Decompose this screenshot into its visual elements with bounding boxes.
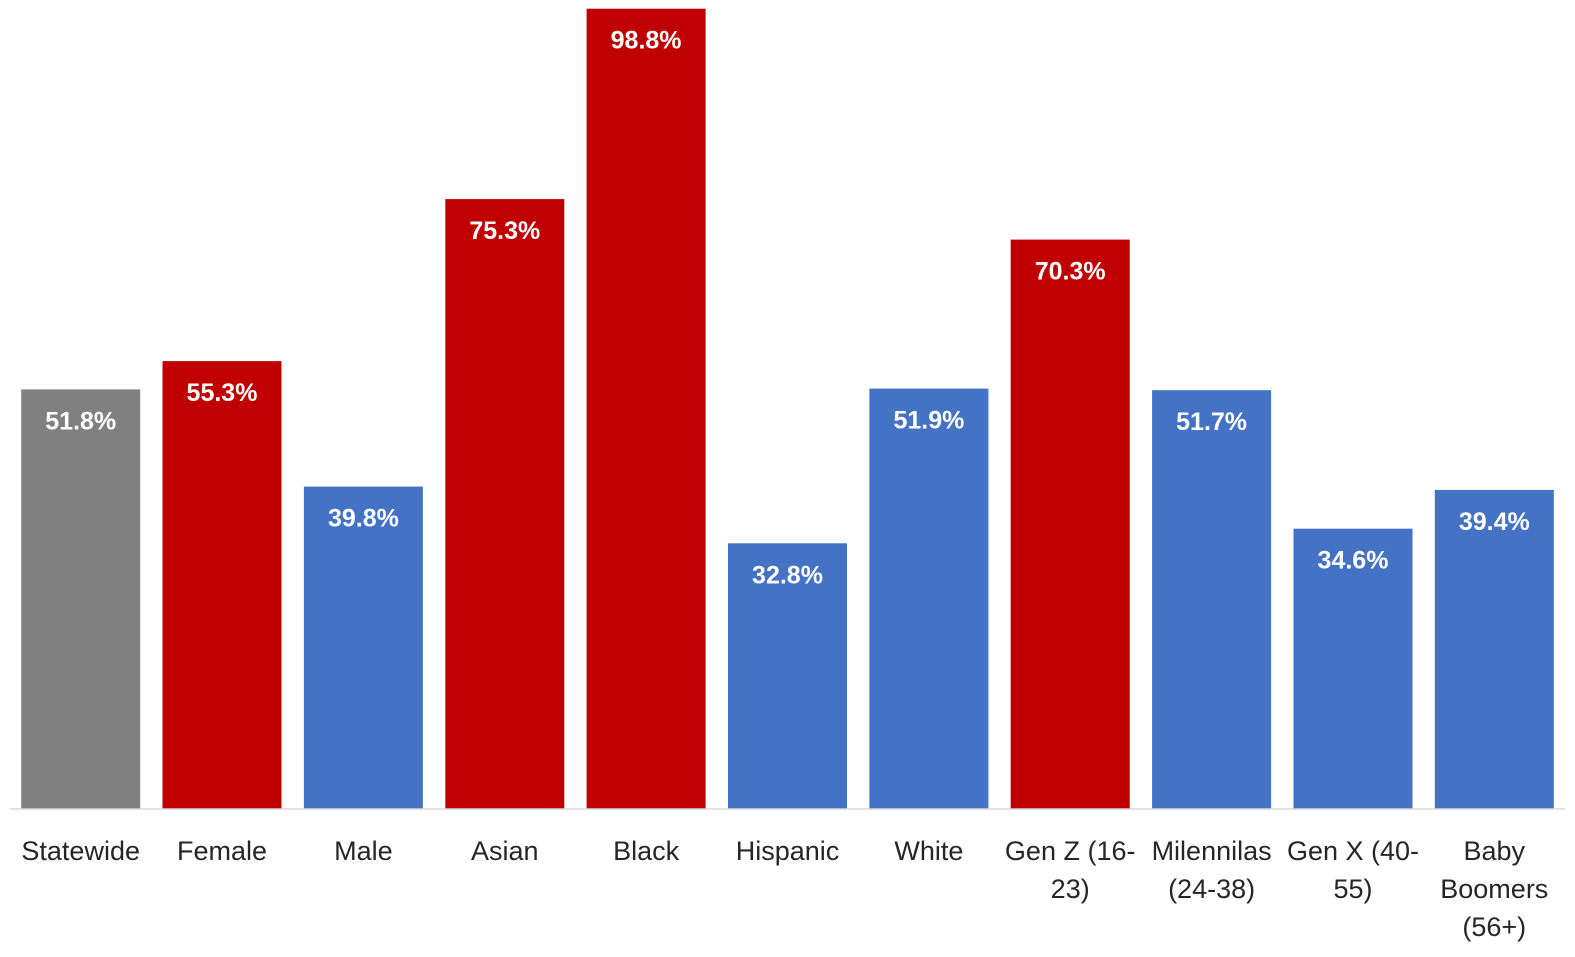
category-label-line: Black [613, 836, 680, 866]
category-label-line: 55) [1333, 874, 1372, 904]
category-label-line: (24-38) [1168, 874, 1255, 904]
category-label-6: White [894, 836, 963, 866]
bar-2 [303, 486, 423, 809]
bar-8 [1152, 390, 1272, 809]
category-label-5: Hispanic [736, 836, 840, 866]
bar-1 [162, 361, 282, 809]
category-label-line: Female [177, 836, 267, 866]
bars-layer: 51.8% 55.3% 39.8% 75.3% 98.8% 32.8% 51.9% 70.3%… [21, 8, 1554, 810]
category-label-7: Gen Z (16- 23) [1005, 836, 1136, 904]
category-label-line: Milennilas [1152, 836, 1272, 866]
category-label-9: Gen X (40- 55) [1287, 836, 1419, 904]
category-label-0: Statewide [21, 836, 140, 866]
bar-value-label-7: 70.3% [1035, 258, 1106, 286]
bar-7 [1010, 239, 1130, 810]
bar-value-label-8: 51.7% [1176, 408, 1247, 436]
bar-6 [869, 388, 989, 809]
bar-value-label-0: 51.8% [45, 407, 116, 435]
category-label-8: Milennilas (24-38) [1152, 836, 1272, 904]
bar-value-label-9: 34.6% [1318, 547, 1389, 575]
category-label-2: Male [334, 836, 393, 866]
bar-value-label-3: 75.3% [469, 217, 540, 245]
category-label-line: Hispanic [736, 836, 840, 866]
category-label-line: Gen Z (16- [1005, 836, 1136, 866]
bar-value-label-4: 98.8% [611, 27, 682, 55]
category-label-line: (56+) [1462, 912, 1526, 942]
category-label-4: Black [613, 836, 680, 866]
bar-value-label-6: 51.9% [893, 407, 964, 435]
category-label-line: Male [334, 836, 393, 866]
bar-5 [728, 543, 847, 809]
category-label-line: White [894, 836, 963, 866]
bar-3 [445, 199, 565, 810]
bar-0 [21, 389, 141, 809]
category-label-10: Baby Boomers (56+) [1440, 836, 1548, 942]
category-label-line: Statewide [21, 836, 140, 866]
bar-value-label-1: 55.3% [187, 379, 258, 407]
category-label-line: Gen X (40- [1287, 836, 1419, 866]
bar-value-label-10: 39.4% [1459, 508, 1530, 536]
category-label-line: 23) [1051, 874, 1090, 904]
category-label-line: Asian [471, 836, 539, 866]
bar-value-label-5: 32.8% [752, 561, 823, 589]
bar-4 [586, 8, 706, 809]
category-labels: Statewide Female Male Asian Black Hispanic Whi… [21, 836, 1548, 942]
category-label-line: Baby [1464, 836, 1526, 866]
category-label-3: Asian [471, 836, 539, 866]
bar-value-label-2: 39.8% [328, 505, 399, 533]
bar-10 [1434, 489, 1554, 809]
category-label-1: Female [177, 836, 267, 866]
category-label-line: Boomers [1440, 874, 1548, 904]
bar-9 [1293, 528, 1413, 809]
